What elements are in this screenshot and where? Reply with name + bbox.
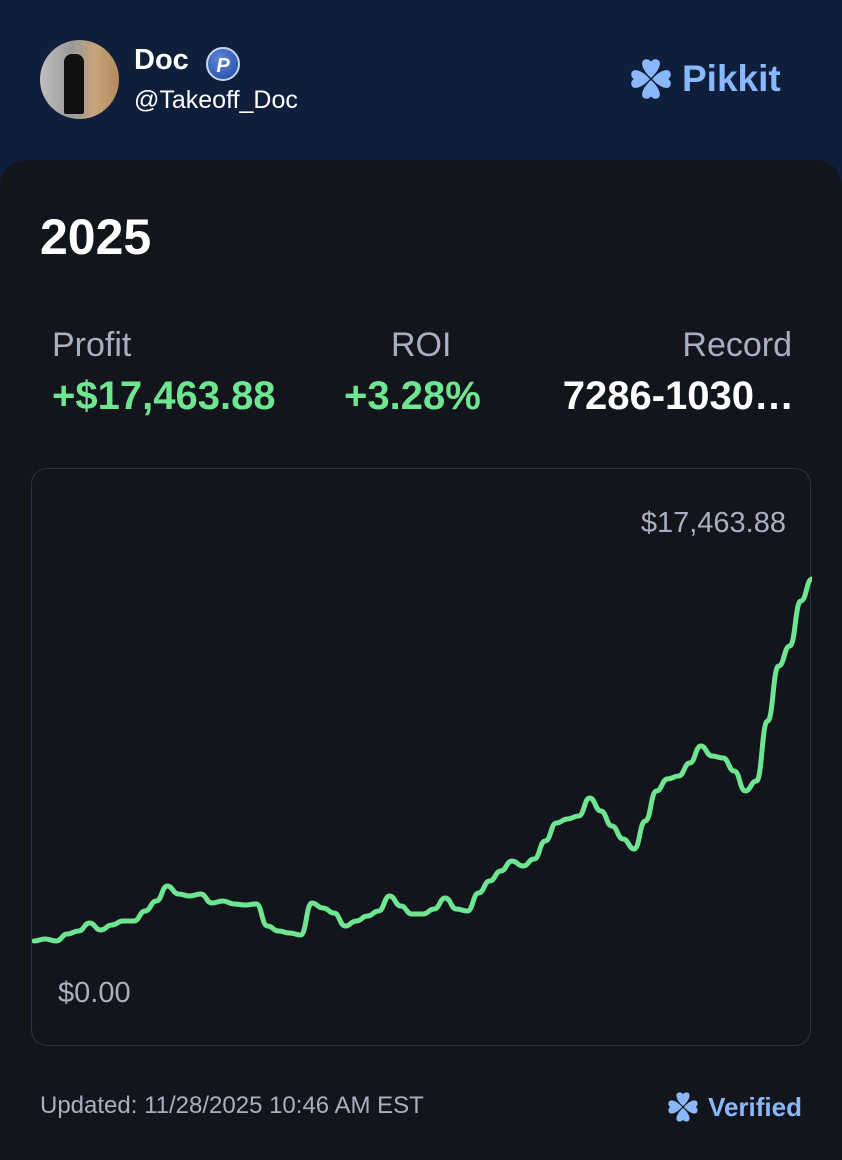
verified-label: Verified bbox=[708, 1091, 802, 1122]
record-label: Record bbox=[682, 326, 792, 364]
chart-min-label: $0.00 bbox=[58, 977, 131, 1009]
profit-value: +$17,463.88 bbox=[52, 374, 276, 418]
record-value: 7286-1030… bbox=[562, 374, 794, 418]
clover-icon bbox=[631, 59, 671, 99]
verified-badge[interactable]: Verified bbox=[666, 1090, 802, 1124]
user-name: Doc bbox=[134, 44, 189, 76]
updated-timestamp: Updated: 11/28/2025 10:46 AM EST bbox=[40, 1092, 424, 1119]
profit-label: Profit bbox=[52, 326, 132, 364]
profit-chart: $17,463.88 $0.00 bbox=[31, 468, 812, 1046]
profile-header: Doc P @Takeoff_Doc Pikkit bbox=[0, 0, 842, 160]
pro-badge-icon: P bbox=[206, 47, 240, 81]
chart-max-label: $17,463.88 bbox=[640, 507, 786, 539]
stats-card: 2025 Profit +$17,463.88 ROI +3.28% Recor… bbox=[0, 160, 842, 1160]
user-handle: @Takeoff_Doc bbox=[134, 86, 298, 114]
roi-label: ROI bbox=[391, 326, 452, 364]
clover-icon bbox=[668, 1092, 698, 1122]
profit-series-line bbox=[32, 576, 812, 944]
brand-logo: Pikkit bbox=[628, 56, 781, 102]
year-title: 2025 bbox=[40, 209, 152, 265]
brand-name: Pikkit bbox=[682, 58, 781, 99]
roi-value: +3.28% bbox=[344, 374, 481, 418]
avatar[interactable] bbox=[40, 40, 119, 119]
profit-line-chart bbox=[32, 576, 812, 944]
